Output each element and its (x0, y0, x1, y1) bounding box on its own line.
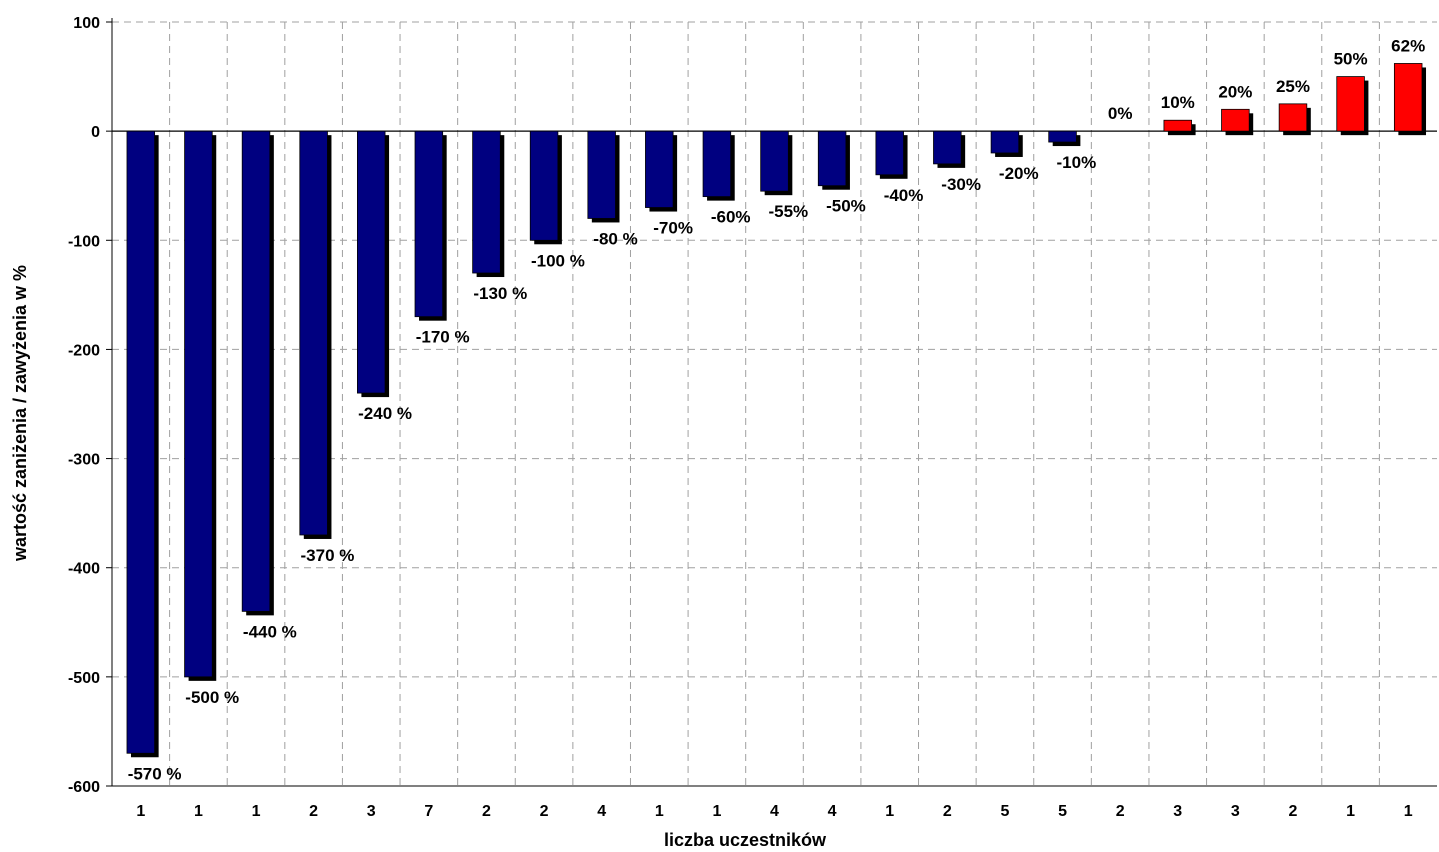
data-label: -500 % (185, 688, 239, 707)
bar (1048, 130, 1077, 143)
y-tick-label: -500 (68, 670, 100, 687)
bar (702, 130, 732, 198)
x-tick-label: 2 (540, 803, 549, 820)
bar (990, 130, 1020, 154)
x-tick-label: 2 (1289, 803, 1298, 820)
data-label: -440 % (243, 622, 297, 641)
y-tick-label: -600 (68, 779, 100, 796)
data-label: 20% (1218, 82, 1252, 101)
x-tick-label: 1 (252, 803, 261, 820)
y-tick-labels: 100 0 -100 -200 -300 -400 -500 -600 (68, 15, 100, 796)
bar (933, 130, 962, 165)
x-tick-label: 5 (1058, 803, 1067, 820)
data-label: 25% (1276, 77, 1310, 96)
x-tick-label: 4 (597, 803, 606, 820)
x-tick-label: 3 (1231, 803, 1240, 820)
bar (587, 130, 616, 219)
bar (357, 130, 386, 394)
x-tick-label: 7 (424, 803, 433, 820)
grid-lines (112, 21, 1437, 787)
y-tick-label: -300 (68, 452, 100, 469)
y-axis-title: wartość zaniżenia / zawyżenia w % (10, 265, 30, 562)
data-label: -30% (941, 175, 981, 194)
y-tick-label: -400 (68, 561, 100, 578)
x-tick-label: 1 (1346, 803, 1355, 820)
bar (760, 130, 789, 192)
x-tick-label: 2 (943, 803, 952, 820)
bar (241, 130, 271, 612)
x-tick-label: 2 (309, 803, 318, 820)
data-label: -10% (1057, 153, 1097, 172)
y-tick-label: 0 (91, 124, 100, 141)
y-tick-label: 100 (73, 15, 100, 32)
bar (817, 130, 847, 187)
data-label: -70% (653, 219, 693, 238)
x-tick-label: 1 (194, 803, 203, 820)
x-tick-label: 5 (1000, 803, 1009, 820)
data-label: 62% (1391, 36, 1425, 55)
data-label: -55% (768, 202, 808, 221)
bar (529, 130, 559, 241)
bar (414, 130, 444, 318)
data-label: -50% (826, 197, 866, 216)
bars (126, 63, 1427, 758)
data-label: 0% (1108, 104, 1133, 123)
y-tick-label: -100 (68, 233, 100, 250)
x-tick-label: 1 (655, 803, 664, 820)
data-labels: -570 % -500 % -440 % -370 % -240 % -170 % -130… (128, 36, 1426, 783)
data-label: -170 % (416, 328, 470, 347)
x-tick-label: 3 (1173, 803, 1182, 820)
x-tick-labels: 1 1 1 2 3 7 2 2 4 1 1 4 4 1 2 5 5 2 3 3 2 1 1 (136, 803, 1412, 820)
bar (1278, 103, 1308, 132)
x-tick-label: 4 (828, 803, 837, 820)
x-tick-label: 2 (1116, 803, 1125, 820)
data-label: -80 % (593, 229, 637, 248)
data-label: -570 % (128, 764, 182, 783)
bar (1221, 108, 1250, 132)
data-label: 10% (1161, 93, 1195, 112)
data-label: -100 % (531, 251, 585, 270)
bar (875, 130, 904, 176)
data-label: -20% (999, 164, 1039, 183)
x-axis-title: liczba uczestników (664, 830, 827, 850)
x-tick-label: 1 (1404, 803, 1413, 820)
x-tick-label: 2 (482, 803, 491, 820)
data-label: -240 % (358, 404, 412, 423)
data-label: -130 % (473, 284, 527, 303)
bar (1336, 76, 1365, 132)
x-tick-label: 1 (136, 803, 145, 820)
x-tick-label: 4 (770, 803, 779, 820)
bar (645, 130, 674, 208)
bar (184, 130, 213, 678)
bar (299, 130, 328, 536)
bar (1393, 63, 1423, 132)
x-tick-label: 1 (885, 803, 894, 820)
x-tick-label: 3 (367, 803, 376, 820)
data-label: -40% (884, 186, 924, 205)
y-tick-label: -200 (68, 342, 100, 359)
x-tick-label: 1 (712, 803, 721, 820)
bar (126, 130, 156, 754)
data-label: 50% (1334, 50, 1368, 69)
bar (472, 130, 501, 274)
data-label: -60% (711, 208, 751, 227)
data-label: -370 % (301, 546, 355, 565)
bar (1163, 119, 1192, 132)
